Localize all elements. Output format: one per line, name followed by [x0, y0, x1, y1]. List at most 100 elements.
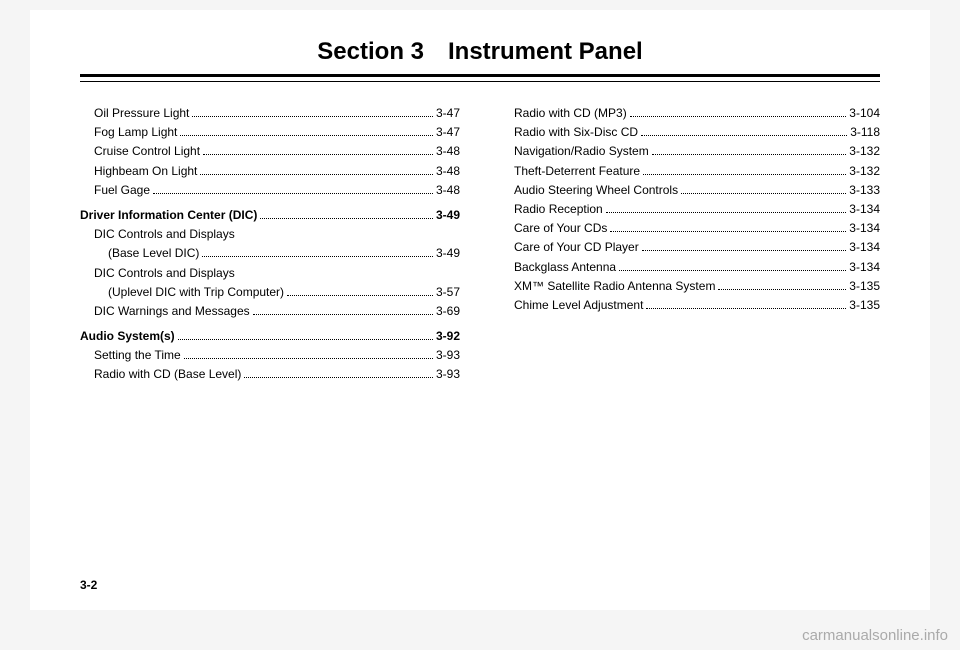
toc-row: Fuel Gage 3-48 — [80, 181, 460, 200]
toc-label: Backglass Antenna — [500, 258, 616, 277]
toc-page: 3-135 — [849, 296, 880, 315]
toc-page: 3-48 — [436, 162, 460, 181]
toc-page: 3-93 — [436, 365, 460, 384]
toc-label: Cruise Control Light — [80, 142, 200, 161]
toc-dots — [203, 154, 433, 155]
toc-label: Chime Level Adjustment — [500, 296, 643, 315]
toc-label: Theft-Deterrent Feature — [500, 162, 640, 181]
toc-page: 3-134 — [849, 219, 880, 238]
toc-row: Setting the Time 3-93 — [80, 346, 460, 365]
toc-label: Care of Your CDs — [500, 219, 607, 238]
toc-page: 3-132 — [849, 142, 880, 161]
toc-label: Navigation/Radio System — [500, 142, 649, 161]
toc-dots — [681, 193, 846, 194]
toc-dots — [652, 154, 847, 155]
page-number: 3-2 — [80, 578, 97, 592]
toc-dots — [200, 174, 433, 175]
toc-dots — [153, 193, 433, 194]
toc-right-column: Radio with CD (MP3)3-104Radio with Six-D… — [500, 104, 880, 385]
toc-page: 3-47 — [436, 104, 460, 123]
toc-dots — [287, 295, 433, 296]
toc-row: DIC Warnings and Messages 3-69 — [80, 302, 460, 321]
toc-page: 3-134 — [849, 200, 880, 219]
toc-dots — [253, 314, 433, 315]
toc-columns: Oil Pressure Light 3-47 Fog Lamp Light 3-47… — [80, 104, 880, 385]
toc-row: Oil Pressure Light 3-47 — [80, 104, 460, 123]
toc-label: Oil Pressure Light — [80, 104, 189, 123]
toc-label: (Uplevel DIC with Trip Computer) — [80, 283, 284, 302]
toc-page: 3-48 — [436, 181, 460, 200]
toc-dots — [192, 116, 433, 117]
section-title: Section 3 Instrument Panel — [80, 38, 880, 66]
toc-dots — [610, 231, 846, 232]
toc-dots — [718, 289, 846, 290]
toc-row: Radio Reception 3-134 — [500, 200, 880, 219]
toc-dots — [184, 358, 433, 359]
toc-row: XM™ Satellite Radio Antenna System 3-135 — [500, 277, 880, 296]
toc-label: (Base Level DIC) — [80, 244, 199, 263]
toc-dots — [202, 256, 433, 257]
title-rule-thick — [80, 74, 880, 77]
toc-label: Radio Reception — [500, 200, 603, 219]
toc-row: Navigation/Radio System 3-132 — [500, 142, 880, 161]
toc-label: Audio Steering Wheel Controls — [500, 181, 678, 200]
toc-page: 3-57 — [436, 283, 460, 302]
toc-page: 3-48 — [436, 142, 460, 161]
toc-row: Cruise Control Light 3-48 — [80, 142, 460, 161]
toc-label: Radio with Six-Disc CD — [500, 123, 638, 142]
toc-label: DIC Controls and Displays — [80, 225, 235, 244]
toc-dots — [178, 339, 433, 340]
toc-page: 3-49 — [436, 244, 460, 263]
toc-label: DIC Controls and Displays — [80, 264, 235, 283]
title-rule-thin — [80, 81, 880, 82]
toc-row: Care of Your CD Player3-134 — [500, 238, 880, 257]
manual-page: Section 3 Instrument Panel Oil Pressure … — [30, 10, 930, 610]
toc-dots — [643, 174, 846, 175]
toc-row: Highbeam On Light 3-48 — [80, 162, 460, 181]
toc-page: 3-69 — [436, 302, 460, 321]
toc-label: Setting the Time — [80, 346, 181, 365]
toc-row: Chime Level Adjustment 3-135 — [500, 296, 880, 315]
toc-page: 3-93 — [436, 346, 460, 365]
toc-label: Fog Lamp Light — [80, 123, 177, 142]
toc-page: 3-135 — [849, 277, 880, 296]
toc-row: Fog Lamp Light 3-47 — [80, 123, 460, 142]
toc-label: XM™ Satellite Radio Antenna System — [500, 277, 715, 296]
toc-row: Radio with Six-Disc CD 3-118 — [500, 123, 880, 142]
toc-page: 3-92 — [436, 327, 460, 346]
toc-page: 3-133 — [849, 181, 880, 200]
toc-row: Radio with CD (MP3) 3-104 — [500, 104, 880, 123]
toc-row: Care of Your CDs 3-134 — [500, 219, 880, 238]
toc-page: 3-132 — [849, 162, 880, 181]
toc-dots — [641, 135, 847, 136]
toc-page: 3-49 — [436, 206, 460, 225]
toc-row: DIC Controls and Displays — [80, 264, 460, 283]
watermark: carmanualsonline.info — [802, 627, 948, 644]
toc-label: Fuel Gage — [80, 181, 150, 200]
toc-row: Radio with CD (Base Level) 3-93 — [80, 365, 460, 384]
toc-label: DIC Warnings and Messages — [80, 302, 250, 321]
toc-page: 3-47 — [436, 123, 460, 142]
toc-row: (Uplevel DIC with Trip Computer) 3-57 — [80, 283, 460, 302]
toc-dots — [260, 218, 433, 219]
toc-page: 3-104 — [849, 104, 880, 123]
toc-dots — [642, 250, 847, 251]
toc-label: Highbeam On Light — [80, 162, 197, 181]
toc-label: Driver Information Center (DIC) — [80, 206, 257, 225]
toc-dots — [244, 377, 433, 378]
toc-label: Radio with CD (MP3) — [500, 104, 627, 123]
toc-row: DIC Controls and Displays — [80, 225, 460, 244]
toc-dots — [180, 135, 433, 136]
toc-label: Care of Your CD Player — [500, 238, 639, 257]
toc-row: Audio Steering Wheel Controls 3-133 — [500, 181, 880, 200]
toc-row: Driver Information Center (DIC) 3-49 — [80, 206, 460, 225]
toc-row: (Base Level DIC) 3-49 — [80, 244, 460, 263]
toc-dots — [619, 270, 846, 271]
toc-page: 3-134 — [849, 258, 880, 277]
toc-dots — [606, 212, 847, 213]
toc-row: Audio System(s)3-92 — [80, 327, 460, 346]
toc-label: Radio with CD (Base Level) — [80, 365, 241, 384]
toc-dots — [646, 308, 846, 309]
toc-page: 3-118 — [850, 123, 880, 142]
toc-row: Theft-Deterrent Feature 3-132 — [500, 162, 880, 181]
